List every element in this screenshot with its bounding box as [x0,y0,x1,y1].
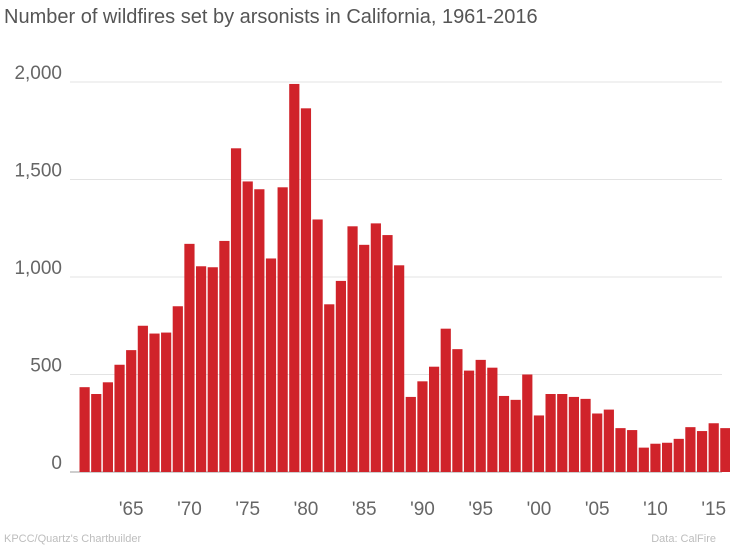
bar [382,235,393,472]
bar [91,394,102,472]
bar [580,398,591,472]
bar [230,148,242,473]
bar [638,447,649,472]
bar [300,108,312,472]
y-tick-label: 2,000 [14,63,62,84]
bar [720,428,730,472]
bar [487,367,498,472]
bar [289,83,300,472]
x-tick-label: '90 [410,499,435,520]
source-credit: KPCC/Quartz's Chartbuilder [4,533,142,545]
bar [265,258,277,472]
bar [510,399,521,472]
x-tick-label: '15 [701,499,726,520]
bar [370,223,381,472]
bar [207,267,218,472]
y-tick-label: 0 [51,453,62,474]
bar [196,266,207,472]
bar [184,243,195,472]
bar [463,370,475,472]
bar [627,430,638,472]
x-tick-label: '70 [177,499,202,520]
bar [650,443,661,472]
x-tick-label: '65 [119,499,144,520]
y-tick-label: 1,000 [14,258,62,279]
bar [662,442,673,472]
bar [708,423,719,472]
bar [592,413,603,472]
bar [533,415,545,472]
bar [475,359,486,472]
bar [394,265,405,472]
x-axis-labels: '65 '70 '75 '80 '85 '90 '95 '00 '05 '10 '15 [119,499,726,520]
bar [405,396,416,472]
chart-title: Number of wildfires set by arsonists in … [4,6,538,28]
bar [359,244,370,472]
bar [312,219,323,472]
bar [603,409,614,472]
bar [161,332,172,472]
x-tick-label: '00 [527,499,552,520]
bar [545,394,556,472]
bars [79,83,730,473]
y-tick-label: 1,500 [14,161,62,182]
bar [347,226,358,472]
bar [615,428,626,472]
bar [277,187,288,473]
x-tick-label: '75 [235,499,260,520]
bar [114,364,125,472]
bar [137,325,148,472]
bar [557,394,568,472]
x-tick-label: '10 [643,499,668,520]
bar [498,395,510,472]
y-tick-label: 500 [30,356,62,377]
x-tick-label: '80 [294,499,319,520]
bar [324,304,335,472]
bar [149,333,160,472]
bar [696,431,708,472]
bar [335,280,346,472]
bar [242,181,253,472]
y-axis-labels: 0 500 1,000 1,500 2,000 [14,63,62,474]
bar [522,374,533,472]
bar [452,349,463,472]
bar [673,438,684,472]
data-source: Data: CalFire [651,533,716,545]
bar [172,306,183,472]
bar [685,427,696,472]
bar [79,387,90,472]
x-tick-label: '95 [468,499,493,520]
bar [429,366,440,472]
x-tick-label: '85 [352,499,377,520]
x-tick-label: '05 [585,499,610,520]
bar [126,350,137,472]
bar [417,381,428,472]
bar [102,382,113,472]
bar [440,328,451,472]
bar [568,396,579,472]
bar [219,240,230,472]
bar [254,189,265,472]
